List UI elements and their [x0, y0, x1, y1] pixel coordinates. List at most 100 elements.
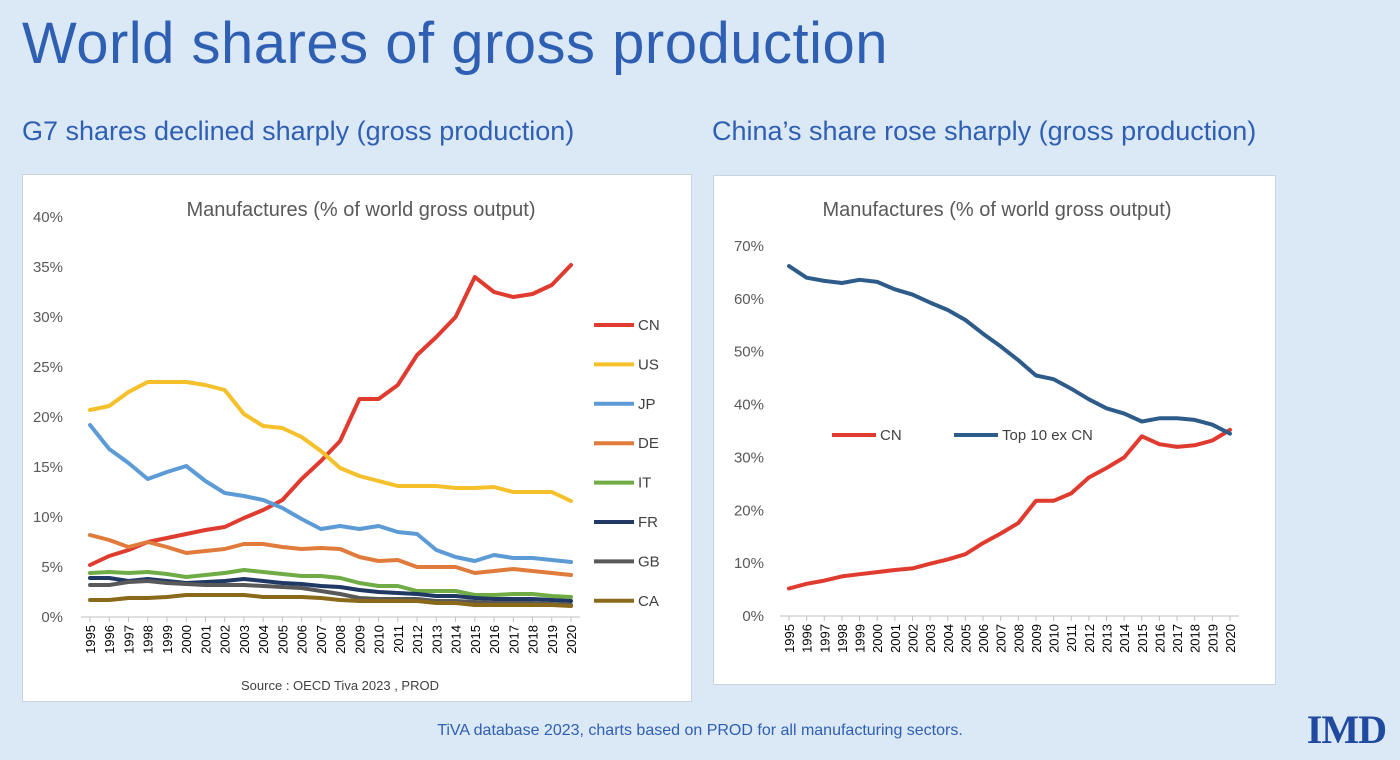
x-tick-label: 2001 — [198, 625, 213, 654]
g7-share-chart: Manufactures (% of world gross output) 0%… — [33, 199, 660, 693]
x-tick-label: 2010 — [1047, 624, 1062, 653]
series-line-top-10-ex-cn — [787, 264, 1232, 436]
x-tick-label: 2020 — [564, 625, 579, 654]
footer-note: TiVA database 2023, charts based on PROD… — [437, 722, 963, 739]
x-tick-label: 2003 — [237, 625, 252, 654]
legend-label-cn: CN — [638, 317, 660, 334]
y-tick-label: 35% — [33, 259, 63, 276]
y-tick-label: 30% — [734, 449, 764, 466]
y-tick-label: 0% — [742, 608, 764, 625]
x-tick-label: 2005 — [958, 624, 973, 653]
x-tick-label: 2004 — [256, 625, 271, 654]
x-tick-label: 2019 — [545, 625, 560, 654]
x-tick-label: 2005 — [275, 625, 290, 654]
series-line-it — [88, 568, 573, 599]
series-line-cn — [787, 427, 1232, 591]
x-tick-label: 2000 — [179, 625, 194, 654]
legend-label-top-10-ex-cn: Top 10 ex CN — [1002, 427, 1093, 444]
legend-label-jp: JP — [638, 396, 656, 413]
x-tick-label: 2011 — [1064, 624, 1079, 652]
right-chart-subtitle: China’s share rose sharply (gross produc… — [712, 116, 1257, 146]
page-title: World shares of gross production — [22, 11, 889, 76]
y-tick-label: 30% — [33, 309, 63, 326]
y-tick-label: 50% — [734, 344, 764, 361]
y-tick-label: 5% — [41, 559, 63, 576]
x-tick-label: 2007 — [314, 625, 329, 654]
x-tick-label: 2014 — [1117, 624, 1132, 653]
y-tick-label: 25% — [33, 359, 63, 376]
series-line-gb — [88, 579, 573, 607]
x-tick-label: 2003 — [923, 624, 938, 653]
chart-source: Source : OECD Tiva 2023 , PROD — [241, 678, 439, 693]
legend-label-ca: CA — [638, 593, 659, 610]
x-tick-label: 2020 — [1223, 624, 1238, 653]
left-chart-subtitle: G7 shares declined sharply (gross produc… — [22, 116, 575, 146]
legend-label-cn: CN — [880, 427, 902, 444]
y-tick-label: 15% — [33, 459, 63, 476]
x-tick-label: 2009 — [352, 625, 367, 654]
x-tick-label: 2018 — [1188, 624, 1203, 653]
y-tick-label: 0% — [41, 609, 63, 626]
x-tick-label: 2013 — [429, 625, 444, 654]
imd-logo: IMD — [1306, 707, 1387, 752]
china-share-chart: Manufactures (% of world gross output) 0%… — [734, 199, 1239, 653]
x-tick-label: 2009 — [1029, 624, 1044, 653]
x-tick-label: 1999 — [853, 624, 868, 653]
x-tick-label: 1997 — [817, 624, 832, 653]
x-tick-label: 2017 — [1170, 624, 1185, 653]
x-tick-label: 2015 — [1135, 624, 1150, 653]
series-line-jp — [88, 423, 573, 564]
x-tick-label: 2015 — [468, 625, 483, 654]
x-tick-label: 2016 — [1152, 624, 1167, 653]
x-tick-label: 2010 — [372, 625, 387, 654]
y-tick-label: 20% — [33, 409, 63, 426]
left-chart-panel: Manufactures (% of world gross output) 0%… — [22, 174, 692, 702]
y-tick-label: 40% — [734, 397, 764, 414]
x-tick-label: 2016 — [487, 625, 502, 654]
legend-label-it: IT — [638, 475, 651, 492]
series-line-cn — [88, 263, 573, 567]
x-tick-label: 2019 — [1205, 624, 1220, 653]
x-tick-label: 2011 — [391, 625, 406, 653]
y-tick-label: 10% — [734, 555, 764, 572]
x-tick-label: 2006 — [976, 624, 991, 653]
x-tick-label: 1999 — [160, 625, 175, 654]
x-tick-label: 1996 — [800, 624, 815, 653]
legend-label-us: US — [638, 356, 659, 373]
x-tick-label: 2018 — [526, 625, 541, 654]
y-tick-label: 60% — [734, 291, 764, 308]
x-tick-label: 2008 — [1011, 624, 1026, 653]
x-tick-label: 2006 — [295, 625, 310, 654]
x-tick-label: 1998 — [835, 624, 850, 653]
x-tick-label: 1995 — [83, 625, 98, 654]
y-tick-label: 70% — [734, 238, 764, 255]
y-tick-label: 10% — [33, 509, 63, 526]
series-line-ca — [88, 593, 573, 608]
x-tick-label: 1996 — [102, 625, 117, 654]
x-tick-label: 2008 — [333, 625, 348, 654]
x-tick-label: 2002 — [905, 624, 920, 653]
x-tick-label: 2017 — [506, 625, 521, 654]
x-tick-label: 2002 — [218, 625, 233, 654]
x-tick-label: 2014 — [449, 625, 464, 654]
y-tick-label: 20% — [734, 502, 764, 519]
y-tick-label: 40% — [33, 209, 63, 226]
legend-label-fr: FR — [638, 514, 658, 531]
chart-title: Manufactures (% of world gross output) — [186, 199, 535, 221]
series-line-us — [88, 380, 573, 503]
x-tick-label: 2007 — [994, 624, 1009, 653]
x-tick-label: 1998 — [141, 625, 156, 654]
right-chart-panel: Manufactures (% of world gross output) 0%… — [713, 175, 1276, 685]
series-line-de — [88, 533, 573, 577]
x-tick-label: 2012 — [1082, 624, 1097, 653]
chart-title: Manufactures (% of world gross output) — [822, 199, 1171, 221]
x-tick-label: 2000 — [870, 624, 885, 653]
x-tick-label: 1995 — [782, 624, 797, 653]
legend-label-de: DE — [638, 435, 659, 452]
x-tick-label: 2001 — [888, 624, 903, 653]
x-tick-label: 1997 — [121, 625, 136, 654]
x-tick-label: 2013 — [1100, 624, 1115, 653]
legend-label-gb: GB — [638, 553, 660, 570]
x-tick-label: 2004 — [941, 624, 956, 653]
x-tick-label: 2012 — [410, 625, 425, 654]
